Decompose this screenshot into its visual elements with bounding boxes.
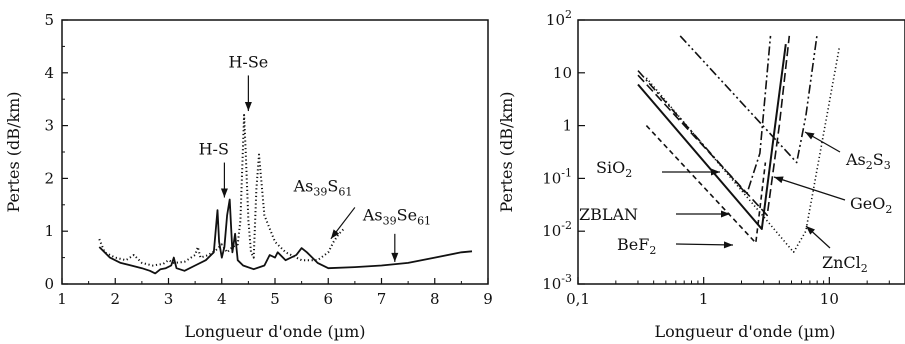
label-geo2-arrow-line — [773, 176, 846, 201]
label-as2s3-arrow-head — [805, 132, 815, 140]
label-zblan-arrow-head — [721, 210, 730, 218]
label-bef2-arrow-line — [675, 243, 734, 246]
right-y-tick-label: 10 — [553, 64, 572, 82]
right-series-4-line — [679, 33, 818, 164]
right-x-axis-title: Longueur d'onde (µm) — [654, 322, 835, 341]
left-x-tick-label: 5 — [270, 290, 280, 308]
annotation-h-s-arrow-head — [220, 188, 228, 198]
left-y-tick-label: 4 — [44, 64, 54, 82]
right-annotations: SiO2 ZBLAN BeF2 GeO2 As2S3 ZnCl2 — [579, 131, 892, 275]
left-plot-frame — [61, 19, 489, 285]
right-x-tick-label: 10 — [820, 290, 839, 308]
left-x-tick-label: 1 — [57, 290, 67, 308]
left-x-tick-label: 2 — [110, 290, 120, 308]
right-y-axis-title: Pertes (dB/km) — [497, 91, 516, 212]
left-y-axis-title: Pertes (dB/km) — [4, 91, 23, 212]
right-x-tick-label: 0,1 — [566, 290, 590, 308]
left-series — [98, 114, 473, 275]
label-zblan: ZBLAN — [579, 205, 638, 224]
label-as2s3: As2S3 — [845, 150, 891, 172]
annotation-as39se61: As39Se61 — [362, 206, 431, 228]
left-y-tick-label: 5 — [44, 11, 54, 29]
right-x-tick-label: 1 — [699, 290, 709, 308]
left-x-tick-label: 8 — [430, 290, 440, 308]
annotation-as39s61: As39S61 — [293, 177, 353, 199]
label-zncl2: ZnCl2 — [822, 253, 868, 275]
label-geo2: GeO2 — [850, 194, 892, 216]
left-y-tick-label: 0 — [44, 275, 54, 293]
left-x-tick-label: 7 — [377, 290, 387, 308]
label-sio2: SiO2 — [596, 158, 632, 180]
right-y-tick-label: 10-2 — [542, 219, 572, 240]
left-annotations: H-Se H-S As39S61 As39Se61 — [199, 53, 431, 262]
label-bef2-arrow-head — [723, 241, 733, 249]
right-series-2-line — [645, 125, 767, 244]
right-series-3-line — [637, 35, 772, 196]
left-y-tick-label: 2 — [44, 169, 54, 187]
label-geo2-arrow-head — [774, 176, 784, 184]
left-y-tick-label: 3 — [44, 117, 54, 135]
right-y-tick-label: 1 — [562, 117, 572, 135]
annotation-as39s61-arrow-head — [330, 229, 340, 239]
label-zncl2-arrow-head — [806, 226, 815, 235]
right-series-0-line — [637, 43, 787, 230]
annotation-h-s: H-S — [199, 140, 229, 159]
annotation-as39se61-arrow-head — [391, 252, 399, 262]
right-y-tick-label: 10-1 — [542, 166, 572, 187]
label-sio2-arrow-head — [711, 168, 720, 176]
right-series-5-line — [645, 47, 841, 253]
left-x-tick-label: 3 — [164, 290, 174, 308]
left-series-1-line — [98, 198, 473, 275]
right-chart: 0,1 1 10 10-3 10-2 10-1 1 10 102 SiO2 ZBLAN BeF2 Ge… — [497, 8, 905, 341]
left-x-axis-title: Longueur d'onde (µm) — [184, 322, 365, 341]
label-bef2: BeF2 — [617, 235, 656, 257]
right-y-tick-label: 10-3 — [542, 272, 572, 293]
left-x-tick-label: 4 — [217, 290, 227, 308]
annotation-h-se-arrow-head — [244, 102, 252, 112]
right-series — [637, 33, 841, 253]
left-series-0-line — [98, 114, 345, 267]
right-y-tick-label: 102 — [546, 8, 572, 29]
left-y-tick-label: 1 — [44, 222, 54, 240]
annotation-h-se: H-Se — [228, 53, 268, 72]
left-x-tick-label: 9 — [483, 290, 493, 308]
left-x-tick-label: 6 — [323, 290, 333, 308]
right-ticks: 0,1 1 10 10-3 10-2 10-1 1 10 102 — [542, 8, 890, 308]
